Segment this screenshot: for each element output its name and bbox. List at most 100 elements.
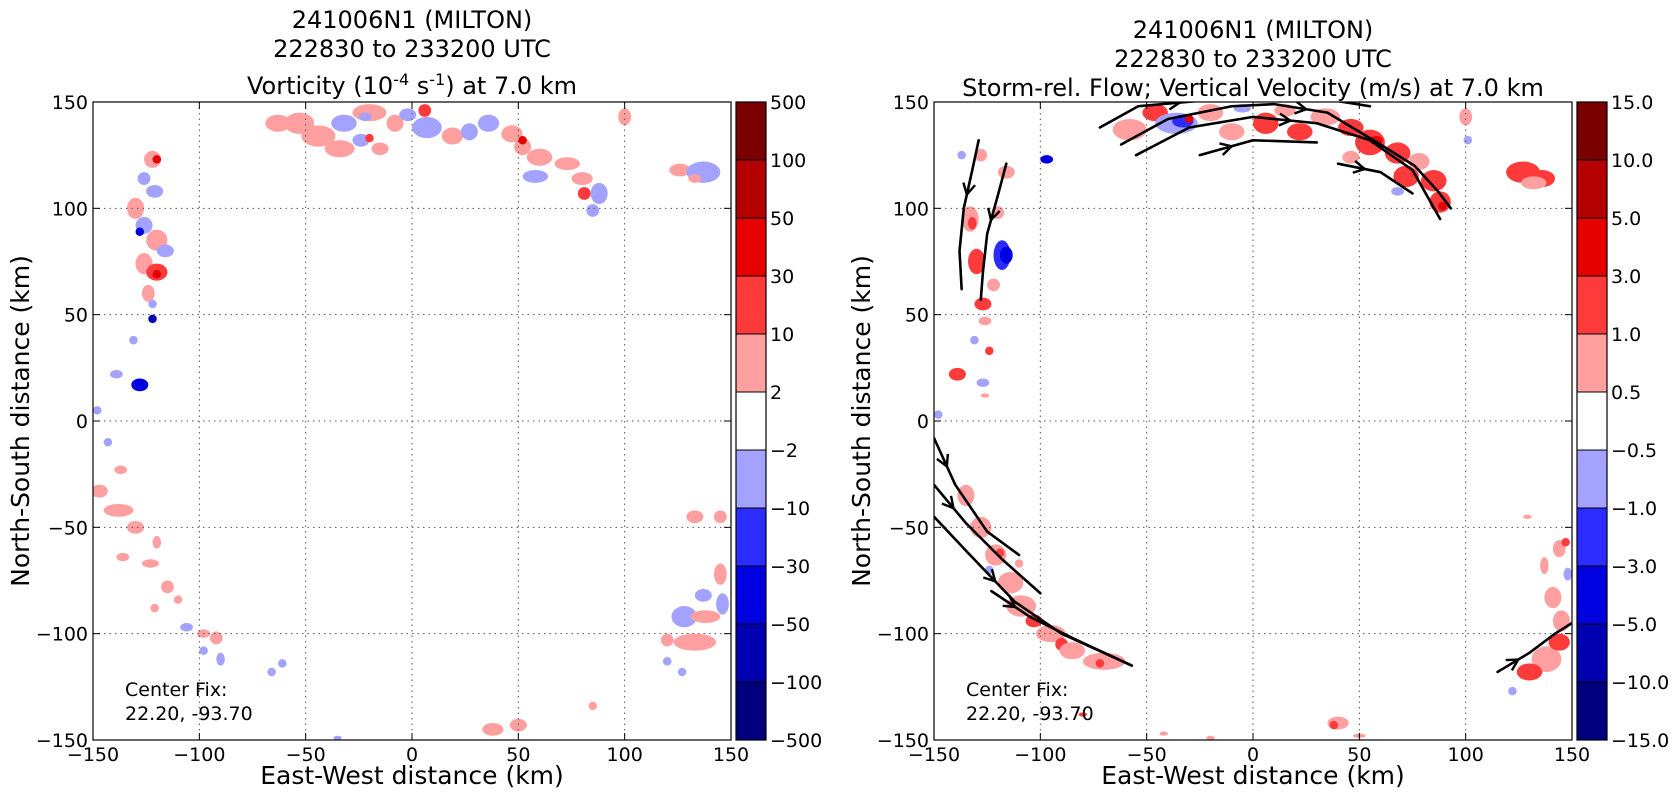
streamline bbox=[1098, 102, 1372, 129]
left-x-tick-label: −50 bbox=[286, 744, 326, 766]
vorticity-patch bbox=[333, 735, 342, 740]
vorticity-patch bbox=[713, 510, 727, 524]
colorbar-swatch bbox=[736, 566, 766, 624]
velocity-patch bbox=[957, 484, 975, 507]
streamline bbox=[934, 483, 1042, 595]
velocity-patch bbox=[1112, 119, 1147, 141]
velocity-patch bbox=[1342, 150, 1360, 164]
vorticity-patch bbox=[554, 157, 581, 171]
left-axis-ticks: −150 −100 −50 0 50 100 150 −150 −100 −50 0 50 100 150 bbox=[36, 92, 749, 766]
velocity-patch bbox=[1523, 514, 1532, 519]
velocity-patch bbox=[970, 335, 979, 345]
velocity-patch bbox=[1561, 537, 1570, 547]
right-axis-ticks: −150 −100 −50 0 50 100 150 −150 −100 −50 0 50 100 150 bbox=[877, 92, 1590, 766]
colorbar-tick-label: −5.0 bbox=[1611, 614, 1657, 636]
vorticity-patch bbox=[690, 610, 721, 624]
right-y-tick-label: −100 bbox=[877, 624, 929, 646]
velocity-patch bbox=[1329, 720, 1339, 730]
vorticity-patch bbox=[114, 465, 128, 475]
streamline-arrowhead bbox=[1352, 160, 1368, 174]
vorticity-patch bbox=[694, 589, 712, 602]
right-y-axis-label: North-South distance (km) bbox=[847, 255, 876, 587]
right-grid bbox=[934, 102, 1572, 740]
colorbar-tick-label: 50 bbox=[770, 208, 794, 230]
streamline bbox=[1119, 102, 1453, 210]
vorticity-patch bbox=[110, 369, 123, 379]
left-x-tick-label: 0 bbox=[406, 744, 418, 766]
colorbar-swatch bbox=[1577, 102, 1607, 160]
velocity-patch bbox=[999, 246, 1013, 264]
velocity-patch bbox=[1421, 170, 1447, 192]
right-y-tick-label: −150 bbox=[877, 730, 929, 752]
velocity-patch bbox=[1253, 112, 1279, 134]
velocity-patch bbox=[1159, 731, 1168, 736]
left-x-tick-label: −150 bbox=[67, 744, 119, 766]
colorbar-tick-label: 10.0 bbox=[1611, 150, 1653, 172]
colorbar-swatch bbox=[736, 682, 766, 740]
colorbar-swatch bbox=[736, 102, 766, 160]
left-center-fix-value: 22.20, -93.70 bbox=[125, 703, 253, 725]
vorticity-patch bbox=[152, 270, 162, 279]
right-x-tick-label: 50 bbox=[1347, 744, 1371, 766]
left-y-tick-label: 150 bbox=[52, 92, 88, 114]
vorticity-patch bbox=[501, 125, 523, 143]
colorbar-swatch bbox=[1577, 450, 1607, 508]
right-y-tick-label: −50 bbox=[889, 517, 929, 539]
colorbar-tick-label: 1.0 bbox=[1611, 324, 1641, 346]
vorticity-patch bbox=[386, 114, 404, 132]
velocity-patch bbox=[987, 278, 1000, 292]
vorticity-patch bbox=[588, 701, 598, 711]
vorticity-patch bbox=[509, 718, 527, 732]
vorticity-patch bbox=[93, 406, 102, 415]
vorticity-patch bbox=[301, 125, 336, 147]
velocity-patch bbox=[1095, 659, 1105, 668]
vorticity-patch bbox=[660, 633, 674, 647]
vorticity-patch bbox=[571, 172, 593, 185]
right-x-axis-label: East-West distance (km) bbox=[1101, 761, 1405, 790]
velocity-patch bbox=[1520, 176, 1547, 190]
vorticity-patch bbox=[522, 170, 549, 183]
left-y-tick-label: −50 bbox=[48, 517, 88, 539]
vorticity-patch bbox=[713, 563, 727, 585]
streamline-arrowhead bbox=[941, 495, 956, 511]
left-x-tick-label: −100 bbox=[173, 744, 225, 766]
vorticity-patch bbox=[365, 133, 374, 143]
vorticity-patch bbox=[716, 593, 729, 615]
streamline bbox=[934, 436, 1021, 557]
colorbar-swatch bbox=[736, 218, 766, 276]
right-center-fix-value: 22.20, -93.70 bbox=[966, 703, 1094, 725]
colorbar-tick-label: 2 bbox=[770, 382, 782, 404]
colorbar-tick-label: −50 bbox=[770, 614, 810, 636]
velocity-patch bbox=[1408, 153, 1430, 171]
velocity-patch bbox=[1391, 187, 1404, 196]
velocity-patch bbox=[1184, 114, 1194, 124]
vorticity-patch bbox=[441, 127, 464, 145]
colorbar-tick-label: 10 bbox=[770, 324, 794, 346]
vorticity-patch bbox=[199, 646, 208, 655]
vorticity-patch bbox=[116, 552, 130, 562]
velocity-patch bbox=[1463, 136, 1473, 145]
velocity-patch bbox=[976, 378, 990, 387]
colorbar-swatch bbox=[1577, 276, 1607, 334]
right-x-tick-label: −150 bbox=[908, 744, 960, 766]
streamline bbox=[1496, 621, 1572, 674]
colorbar-frame bbox=[735, 101, 767, 741]
left-x-tick-label: 150 bbox=[713, 744, 749, 766]
colorbar-swatch bbox=[1577, 218, 1607, 276]
colorbar-swatch bbox=[1577, 392, 1607, 450]
right-y-tick-label: 150 bbox=[893, 92, 929, 114]
velocity-patch bbox=[1310, 108, 1341, 126]
colorbar-tick-label: 0.5 bbox=[1611, 382, 1641, 404]
streamline bbox=[958, 138, 980, 291]
vorticity-patch bbox=[103, 503, 134, 517]
vorticity-patch bbox=[518, 136, 527, 145]
colorbar-tick-label: −500 bbox=[770, 730, 822, 752]
left-y-axis-label: North-South distance (km) bbox=[6, 255, 35, 587]
velocity-patch bbox=[1508, 686, 1517, 696]
velocity-patch bbox=[968, 216, 977, 230]
vorticity-patch bbox=[586, 204, 600, 217]
colorbar-swatch bbox=[736, 508, 766, 566]
vorticity-patch bbox=[152, 155, 162, 164]
colorbar-tick-label: 3.0 bbox=[1611, 266, 1641, 288]
